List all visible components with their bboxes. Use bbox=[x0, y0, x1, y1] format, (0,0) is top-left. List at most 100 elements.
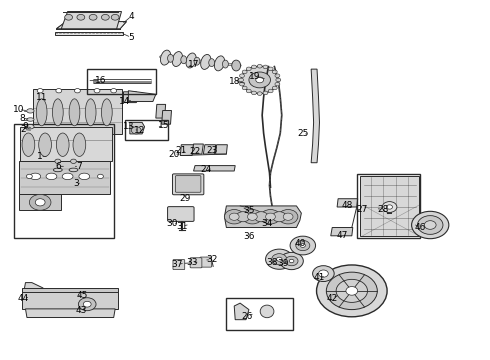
Circle shape bbox=[55, 159, 61, 163]
Ellipse shape bbox=[39, 133, 51, 156]
Text: 41: 41 bbox=[314, 274, 325, 282]
Circle shape bbox=[424, 221, 436, 229]
Circle shape bbox=[317, 265, 387, 317]
Text: 16: 16 bbox=[95, 76, 106, 85]
Circle shape bbox=[272, 212, 286, 222]
Text: 12: 12 bbox=[134, 126, 146, 135]
Circle shape bbox=[251, 65, 256, 69]
FancyBboxPatch shape bbox=[190, 258, 202, 268]
Circle shape bbox=[224, 210, 244, 224]
Circle shape bbox=[56, 89, 62, 93]
FancyBboxPatch shape bbox=[172, 174, 204, 195]
Circle shape bbox=[257, 64, 262, 68]
Bar bbox=[357, 174, 420, 238]
Circle shape bbox=[98, 174, 103, 179]
Circle shape bbox=[239, 78, 244, 82]
Circle shape bbox=[275, 74, 280, 77]
Ellipse shape bbox=[160, 50, 171, 65]
Circle shape bbox=[254, 212, 268, 222]
Polygon shape bbox=[22, 288, 118, 292]
Ellipse shape bbox=[73, 133, 86, 156]
Circle shape bbox=[346, 287, 358, 295]
Circle shape bbox=[276, 257, 282, 261]
Circle shape bbox=[412, 211, 449, 239]
Text: 8: 8 bbox=[19, 113, 25, 122]
Polygon shape bbox=[194, 166, 235, 171]
Circle shape bbox=[263, 65, 268, 69]
Ellipse shape bbox=[36, 99, 47, 126]
Circle shape bbox=[247, 213, 257, 220]
Circle shape bbox=[266, 249, 293, 269]
Circle shape bbox=[111, 89, 117, 93]
Text: 6: 6 bbox=[55, 162, 61, 171]
Ellipse shape bbox=[194, 57, 200, 65]
Circle shape bbox=[26, 174, 32, 179]
Circle shape bbox=[336, 279, 368, 302]
Text: 20: 20 bbox=[168, 150, 180, 158]
Polygon shape bbox=[180, 145, 194, 156]
Ellipse shape bbox=[168, 54, 173, 62]
Ellipse shape bbox=[69, 99, 80, 126]
Text: 24: 24 bbox=[200, 165, 211, 174]
Text: 33: 33 bbox=[186, 258, 198, 267]
Text: 21: 21 bbox=[175, 146, 187, 155]
Circle shape bbox=[242, 70, 247, 74]
Circle shape bbox=[240, 74, 245, 77]
Circle shape bbox=[290, 236, 316, 255]
Circle shape bbox=[240, 82, 245, 86]
Circle shape bbox=[246, 67, 251, 71]
Text: 39: 39 bbox=[277, 259, 289, 268]
Ellipse shape bbox=[52, 99, 63, 126]
Text: 17: 17 bbox=[188, 60, 199, 69]
Circle shape bbox=[71, 159, 76, 163]
Ellipse shape bbox=[56, 133, 69, 156]
Polygon shape bbox=[216, 145, 227, 154]
Ellipse shape bbox=[79, 173, 90, 180]
Ellipse shape bbox=[232, 60, 241, 71]
Circle shape bbox=[272, 254, 287, 265]
Circle shape bbox=[280, 252, 303, 270]
Polygon shape bbox=[19, 161, 110, 194]
Circle shape bbox=[318, 270, 328, 277]
Ellipse shape bbox=[26, 125, 34, 129]
Circle shape bbox=[417, 216, 443, 234]
Text: 42: 42 bbox=[327, 294, 338, 302]
Text: 36: 36 bbox=[243, 233, 255, 241]
Circle shape bbox=[283, 213, 293, 220]
Circle shape bbox=[256, 77, 264, 83]
Polygon shape bbox=[130, 122, 145, 134]
Circle shape bbox=[276, 78, 281, 82]
Polygon shape bbox=[55, 32, 122, 35]
Text: 18: 18 bbox=[228, 77, 240, 86]
Circle shape bbox=[249, 72, 270, 88]
Polygon shape bbox=[56, 22, 126, 29]
Circle shape bbox=[257, 92, 262, 95]
Polygon shape bbox=[20, 127, 112, 161]
Ellipse shape bbox=[101, 99, 112, 126]
Text: 28: 28 bbox=[377, 205, 389, 214]
Text: 37: 37 bbox=[172, 260, 183, 269]
Polygon shape bbox=[234, 303, 249, 320]
Ellipse shape bbox=[26, 109, 34, 113]
Circle shape bbox=[78, 298, 96, 311]
Text: 11: 11 bbox=[36, 94, 48, 102]
FancyBboxPatch shape bbox=[200, 257, 212, 267]
Circle shape bbox=[268, 89, 273, 93]
Polygon shape bbox=[24, 283, 43, 293]
Ellipse shape bbox=[200, 54, 211, 69]
Text: 35: 35 bbox=[243, 206, 255, 215]
Circle shape bbox=[289, 259, 294, 263]
Circle shape bbox=[313, 266, 334, 282]
Circle shape bbox=[263, 91, 268, 95]
FancyBboxPatch shape bbox=[175, 176, 201, 192]
Text: 46: 46 bbox=[415, 223, 426, 232]
Polygon shape bbox=[128, 91, 156, 102]
Ellipse shape bbox=[260, 305, 274, 318]
Circle shape bbox=[382, 202, 397, 212]
Circle shape bbox=[83, 301, 91, 307]
Polygon shape bbox=[224, 206, 301, 228]
Text: 23: 23 bbox=[206, 146, 218, 155]
Ellipse shape bbox=[62, 173, 73, 180]
Text: 44: 44 bbox=[18, 294, 29, 302]
Polygon shape bbox=[22, 291, 118, 309]
